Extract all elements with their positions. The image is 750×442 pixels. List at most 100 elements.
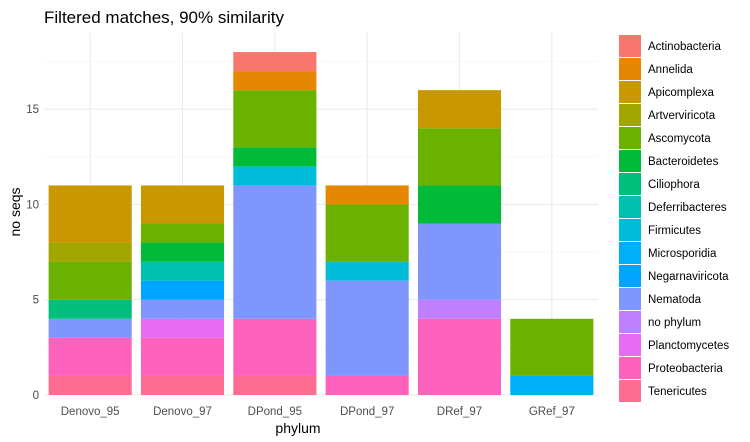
bar-segment-apicomplexa-dref_97 — [417, 90, 502, 129]
legend-swatch — [619, 357, 641, 379]
y-tick-label: 5 — [33, 295, 39, 307]
legend-label: Deferribacteres — [648, 202, 727, 214]
bar-segment-artverviricota-denovo_95 — [48, 242, 132, 262]
bar-segment-bacteroidetes-dref_97 — [417, 185, 502, 224]
legend-swatch — [619, 104, 641, 126]
legend-item: Actinobacteria — [619, 35, 721, 57]
bar-segment-apicomplexa-denovo_97 — [140, 185, 225, 224]
bar-segment-tenericutes-denovo_97 — [140, 375, 225, 395]
x-tick-label: Denovo_97 — [153, 406, 212, 418]
bar-segment-nematoda-denovo_95 — [48, 318, 132, 338]
legend-label: Annelida — [648, 64, 693, 76]
bar-segment-annelida-dpond_97 — [325, 185, 409, 205]
legend-swatch — [619, 242, 641, 264]
bar-segment-proteobacteria-dpond_97 — [325, 375, 409, 395]
legend-label: Ascomycota — [648, 133, 711, 145]
y-axis-title: no seqs — [7, 187, 23, 236]
bar-segment-planctomycetes-denovo_97 — [140, 318, 225, 338]
legend-item: Apicomplexa — [619, 81, 714, 103]
bar-segment-ascomycota-denovo_95 — [48, 261, 132, 300]
legend-swatch — [619, 81, 641, 103]
legend-label: Tenericutes — [648, 386, 707, 398]
legend-item: Proteobacteria — [619, 357, 723, 379]
bar-segment-proteobacteria-dref_97 — [417, 318, 502, 395]
legend-swatch — [619, 219, 641, 241]
bar-segment-microsporidia-gref_97 — [510, 375, 594, 395]
legend-label: Planctomycetes — [648, 340, 729, 352]
legend-item: no phylum — [619, 311, 701, 333]
bar-segment-apicomplexa-denovo_95 — [48, 185, 132, 243]
legend-label: Actinobacteria — [648, 41, 721, 53]
legend-swatch — [619, 288, 641, 310]
legend-swatch — [619, 334, 641, 356]
legend-swatch — [619, 127, 641, 149]
legend-label: Firmicutes — [648, 225, 701, 237]
legend-label: Nematoda — [648, 294, 702, 306]
legend-label: Microsporidia — [648, 248, 717, 260]
y-tick-label: 10 — [26, 199, 39, 211]
chart-title: Filtered matches, 90% similarity — [44, 8, 284, 27]
bar-segment-ascomycota-gref_97 — [510, 318, 594, 376]
legend-item: Negarnaviricota — [619, 265, 729, 287]
legend-item: Microsporidia — [619, 242, 717, 264]
bar-segment-proteobacteria-denovo_97 — [140, 337, 225, 376]
bar-segment-firmicutes-dpond_95 — [233, 166, 317, 186]
legend-label: Apicomplexa — [648, 87, 714, 99]
bar-segment-nematoda-dpond_97 — [325, 280, 409, 376]
x-tick-label: DRef_97 — [437, 406, 482, 418]
legend-swatch — [619, 265, 641, 287]
legend: Actinobacteria Annelida Apicomplexa Artverv… — [619, 35, 729, 402]
y-axis-ticks: 0 5 10 15 — [26, 104, 39, 402]
x-axis-title: phylum — [275, 420, 320, 436]
y-tick-label: 15 — [26, 104, 39, 116]
bar-segment-firmicutes-dpond_97 — [325, 261, 409, 281]
legend-item: Firmicutes — [619, 219, 701, 241]
legend-item: Deferribacteres — [619, 196, 727, 218]
legend-item: Tenericutes — [619, 380, 707, 402]
legend-item: Artverviricota — [619, 104, 716, 126]
bar-segment-nematoda-denovo_97 — [140, 299, 225, 319]
x-tick-label: Denovo_95 — [61, 406, 120, 418]
bar-segment-nematoda-dpond_95 — [233, 185, 317, 319]
legend-swatch — [619, 311, 641, 333]
bar-segment-proteobacteria-dpond_95 — [233, 318, 317, 376]
legend-item: Annelida — [619, 58, 693, 80]
bar-segment-ascomycota-dref_97 — [417, 128, 502, 186]
y-tick-label: 0 — [33, 390, 39, 402]
legend-swatch — [619, 196, 641, 218]
x-tick-label: DPond_97 — [340, 406, 394, 418]
bar-segment-no-phylum-dref_97 — [417, 299, 502, 319]
bar-segment-annelida-dpond_95 — [233, 71, 317, 91]
x-tick-label: GRef_97 — [529, 406, 575, 418]
bar-segment-tenericutes-denovo_95 — [48, 375, 132, 395]
bar-segment-actinobacteria-dpond_95 — [233, 52, 317, 72]
x-axis-ticks: Denovo_95 Denovo_97 DPond_95 DPond_97 DRef_9… — [61, 406, 575, 418]
legend-swatch — [619, 380, 641, 402]
bar-segment-deferribacteres-denovo_97 — [140, 261, 225, 281]
legend-item: Nematoda — [619, 288, 702, 310]
legend-label: Proteobacteria — [648, 363, 723, 375]
legend-swatch — [619, 58, 641, 80]
bar-segment-ciliophora-denovo_95 — [48, 299, 132, 319]
legend-label: no phylum — [648, 317, 701, 329]
bar-segment-bacteroidetes-dpond_95 — [233, 147, 317, 167]
bar-segment-nematoda-dref_97 — [417, 223, 502, 300]
legend-item: Bacteroidetes — [619, 150, 719, 172]
legend-label: Ciliophora — [648, 179, 700, 191]
bar-segment-ascomycota-denovo_97 — [140, 223, 225, 243]
legend-item: Ciliophora — [619, 173, 700, 195]
legend-label: Artverviricota — [648, 110, 716, 122]
legend-item: Planctomycetes — [619, 334, 729, 356]
legend-swatch — [619, 35, 641, 57]
bar-segment-ascomycota-dpond_97 — [325, 204, 409, 262]
bars-layer — [48, 52, 594, 395]
legend-swatch — [619, 173, 641, 195]
bar-segment-ascomycota-dpond_95 — [233, 90, 317, 148]
bar-segment-bacteroidetes-denovo_97 — [140, 242, 225, 262]
legend-label: Negarnaviricota — [648, 271, 729, 283]
bar-segment-tenericutes-dpond_95 — [233, 375, 317, 395]
x-tick-label: DPond_95 — [248, 406, 302, 418]
legend-label: Bacteroidetes — [648, 156, 719, 168]
